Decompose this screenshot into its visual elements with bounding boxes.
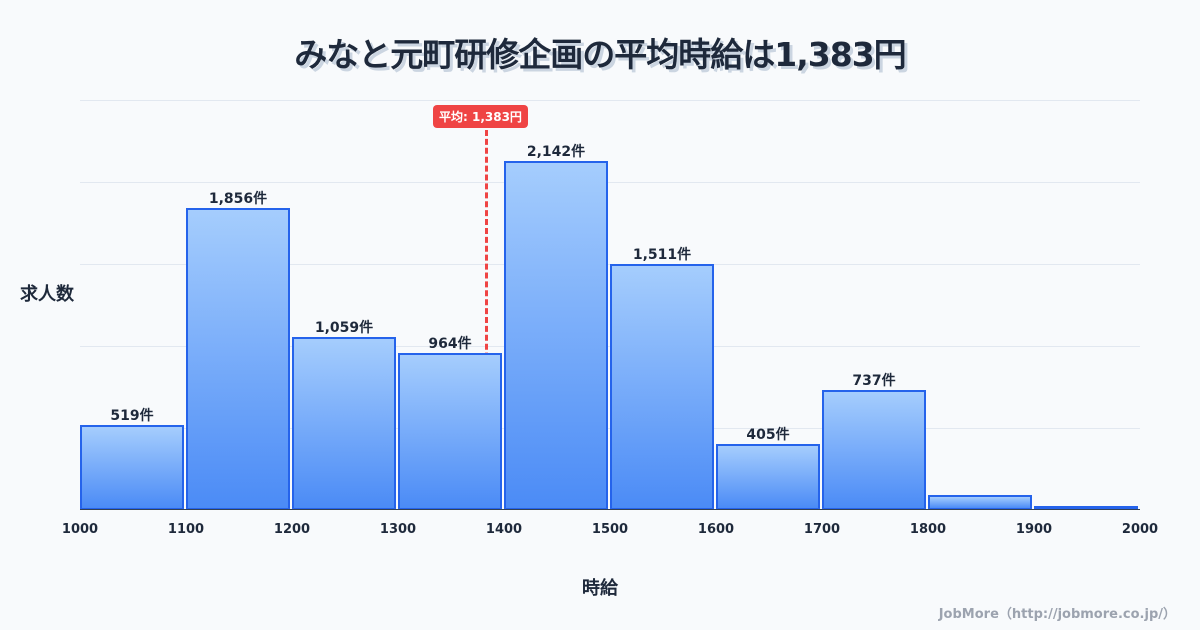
x-tick-label: 1500 <box>591 522 629 537</box>
average-line <box>485 130 488 510</box>
histogram-bar <box>928 495 1032 510</box>
x-tick-label: 1900 <box>1015 522 1053 537</box>
x-tick-label: 2000 <box>1121 522 1159 537</box>
x-tick-label: 1100 <box>167 522 205 537</box>
histogram-bar <box>822 390 926 510</box>
x-tick-label: 1600 <box>697 522 735 537</box>
x-axis-label: 時給 <box>582 578 618 599</box>
histogram-bar <box>186 208 290 510</box>
x-tick-label: 1200 <box>273 522 311 537</box>
footer-credit: JobMore（http://jobmore.co.jp/） <box>938 607 1176 622</box>
y-axis-label: 求人数 <box>20 284 74 305</box>
bar-value-label: 405件 <box>746 427 790 443</box>
bar-value-label: 2,142件 <box>526 144 586 160</box>
bar-value-label: 1,511件 <box>632 247 692 263</box>
bar-value-label: 1,059件 <box>314 320 374 336</box>
gridline <box>80 182 1140 183</box>
bar-value-label: 737件 <box>852 373 896 389</box>
bar-value-label: 964件 <box>428 336 472 352</box>
x-axis <box>80 509 1140 510</box>
x-tick-label: 1800 <box>909 522 947 537</box>
histogram-bar <box>610 264 714 510</box>
histogram-bar <box>504 161 608 510</box>
x-tick-label: 1400 <box>485 522 523 537</box>
x-tick-label: 1300 <box>379 522 417 537</box>
x-tick-label: 1000 <box>61 522 99 537</box>
average-badge: 平均: 1,383円 <box>433 105 528 128</box>
bar-value-label: 1,856件 <box>208 191 268 207</box>
histogram-bar <box>292 337 396 510</box>
histogram-bar <box>80 425 184 510</box>
bar-value-label: 519件 <box>110 408 154 424</box>
gridline <box>80 100 1140 101</box>
x-tick-label: 1700 <box>803 522 841 537</box>
chart-title: みなと元町研修企画の平均時給は1,383円 <box>294 35 906 74</box>
histogram-bar <box>716 444 820 510</box>
plot-area: 平均: 1,383円 519件 1,856件 1,059件 964件 2,142件 1,5… <box>80 100 1140 510</box>
histogram-bar <box>398 353 502 510</box>
